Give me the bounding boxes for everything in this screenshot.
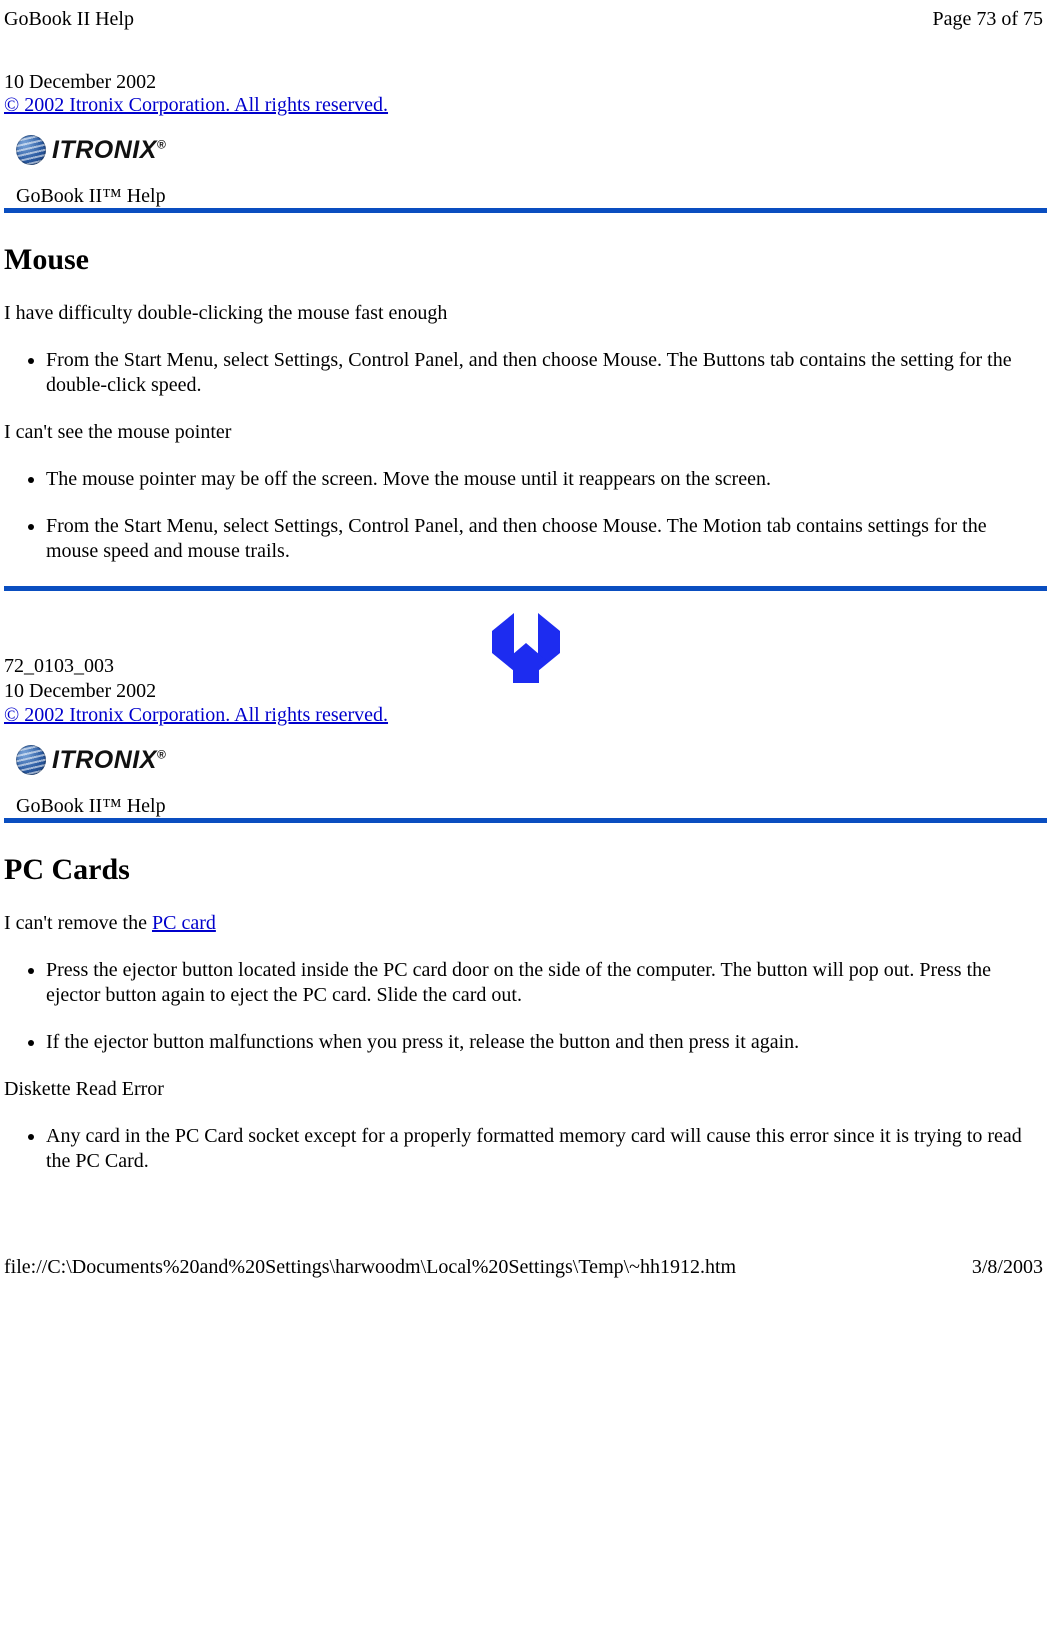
list-item: Any card in the PC Card socket except fo… — [46, 1124, 1047, 1174]
list-item: Press the ejector button located inside … — [46, 958, 1047, 1008]
pc-card-link[interactable]: PC card — [152, 912, 216, 934]
logo-block-1: ITRONIX® GoBook II™ Help — [4, 135, 1047, 208]
globe-icon — [16, 135, 46, 165]
mouse-section-title: Mouse — [4, 243, 1047, 277]
list-item: From the Start Menu, select Settings, Co… — [46, 348, 1047, 398]
pccards-q1: I can't remove the PC card — [4, 911, 1047, 936]
footer-date: 3/8/2003 — [972, 1256, 1043, 1279]
pccards-q1-text: I can't remove the — [4, 912, 152, 934]
brand-logo-text: ITRONIX® — [52, 136, 166, 165]
mouse-q1: I have difficulty double-clicking the mo… — [4, 301, 1047, 326]
product-line-1: GoBook II™ Help — [16, 185, 1047, 208]
mouse-q2: I can't see the mouse pointer — [4, 420, 1047, 445]
nav-date: 10 December 2002 — [4, 679, 1047, 704]
list-item: If the ejector button malfunctions when … — [46, 1030, 1047, 1055]
globe-icon — [16, 745, 46, 775]
header-page-number: Page 73 of 75 — [932, 8, 1043, 31]
nav-copyright-link[interactable]: © 2002 Itronix Corporation. All rights r… — [4, 704, 388, 726]
nav-block — [4, 586, 1047, 654]
footer-path: file://C:\Documents%20and%20Settings\har… — [4, 1256, 736, 1279]
header-title: GoBook II Help — [4, 8, 134, 31]
product-line-2: GoBook II™ Help — [16, 795, 1047, 818]
pccards-section-title: PC Cards — [4, 853, 1047, 887]
divider-2 — [4, 818, 1047, 823]
list-item: From the Start Menu, select Settings, Co… — [46, 514, 1047, 564]
brand-logo-text: ITRONIX® — [52, 746, 166, 775]
logo-block-2: ITRONIX® GoBook II™ Help — [4, 745, 1047, 818]
divider-1 — [4, 208, 1047, 213]
intro-date: 10 December 2002 — [4, 71, 1047, 94]
pccards-q2: Diskette Read Error — [4, 1077, 1047, 1102]
list-item: The mouse pointer may be off the screen.… — [46, 467, 1047, 492]
intro-copyright-link[interactable]: © 2002 Itronix Corporation. All rights r… — [4, 94, 388, 116]
